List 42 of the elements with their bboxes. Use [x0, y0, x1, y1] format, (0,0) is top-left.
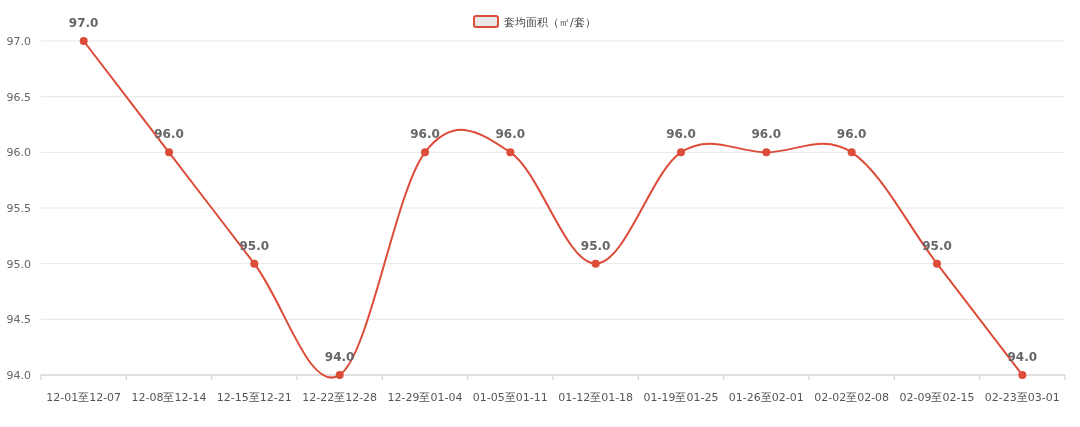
x-tick-label: 02-02至02-08 [814, 391, 890, 404]
point [677, 148, 685, 157]
data-label: 96.0 [154, 127, 184, 142]
data-label: 96.0 [410, 127, 440, 142]
point [165, 148, 173, 157]
y-tick-label: 94.0 [6, 369, 31, 382]
data-label: 96.0 [751, 127, 782, 142]
legend-label: 套均面积（㎡/套） [504, 16, 596, 29]
data-label: 95.0 [239, 238, 270, 253]
data-label: 97.0 [68, 16, 99, 30]
x-tick-label: 02-23至03-01 [984, 391, 1060, 404]
x-tick-label: 01-12至01-18 [558, 391, 634, 404]
point [250, 259, 259, 268]
point [933, 259, 941, 268]
x-tick-label: 12-15至12-21 [216, 391, 292, 404]
x-tick-label: 01-19至01-25 [643, 391, 719, 404]
point [1018, 371, 1027, 379]
y-tick-label: 97.0 [6, 35, 31, 48]
x-tick-label: 02-09至02-15 [899, 391, 975, 404]
point [506, 148, 515, 157]
y-tick-label: 95.5 [6, 202, 31, 215]
x-tick-label: 12-08至12-14 [131, 391, 207, 404]
y-tick-label: 96.0 [6, 146, 31, 160]
y-tick-label: 94.5 [6, 313, 31, 327]
x-tick-label: 01-26至02-01 [728, 391, 804, 404]
point [591, 259, 600, 268]
point [79, 37, 88, 45]
x-tick-label: 01-05至01-11 [472, 391, 548, 404]
point [847, 148, 856, 157]
data-label: 94.0 [1007, 350, 1038, 364]
point [335, 371, 344, 379]
x-tick-label: 12-22至12-28 [302, 391, 378, 404]
point [762, 148, 771, 157]
x-tick-label: 12-29至01-04 [387, 391, 463, 404]
y-tick-label: 95.0 [6, 257, 31, 271]
x-tick-label: 12-01至12-07 [46, 391, 122, 404]
y-tick-label: 96.5 [6, 90, 31, 104]
data-label: 96.0 [495, 127, 526, 142]
point [421, 148, 429, 157]
data-label: 96.0 [666, 127, 696, 142]
data-label: 95.0 [580, 238, 611, 253]
data-label: 96.0 [836, 127, 867, 142]
